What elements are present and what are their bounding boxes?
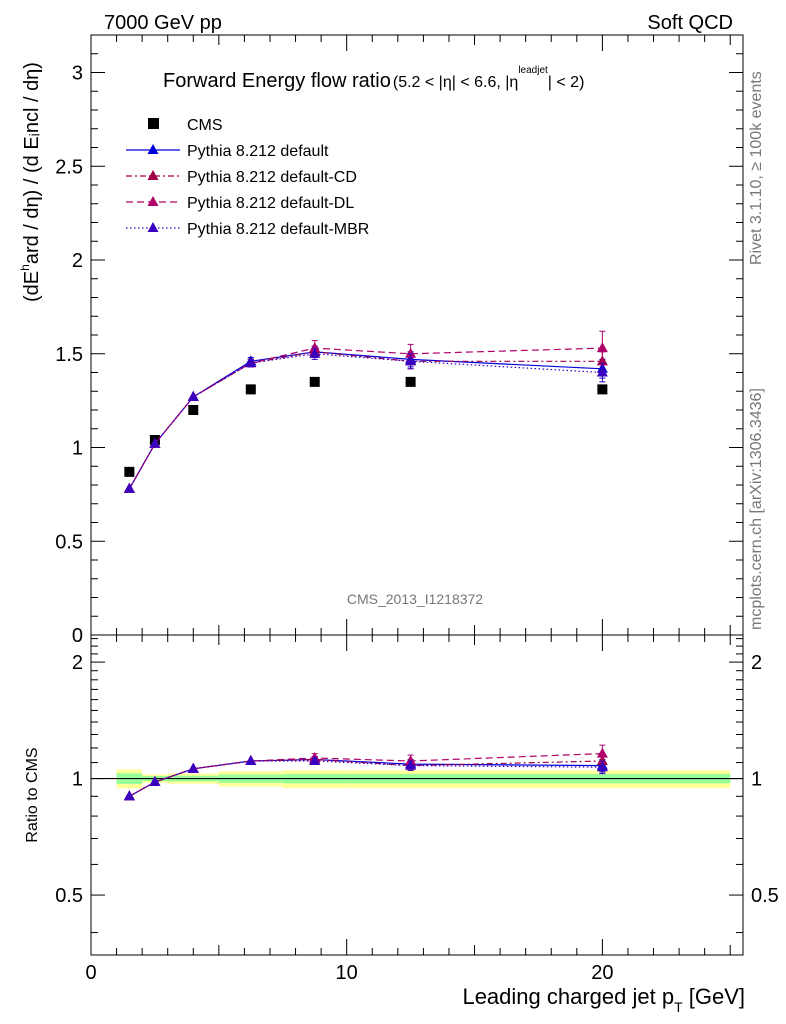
mbr-marker	[596, 366, 608, 377]
legend-label-dl: Pythia 8.212 default-DL	[187, 195, 354, 212]
bottom-xticks: 0 10 20	[85, 635, 731, 984]
dl-marker	[596, 342, 608, 353]
top-ytick-label: 2.5	[55, 156, 83, 178]
chart-title-sup: leadjet	[518, 65, 548, 76]
ratio-mbr-marker	[149, 775, 161, 786]
x-axis-label: Leading charged jet pT [GeV]	[462, 984, 745, 1015]
mbr-line	[128, 353, 603, 490]
ratio-mbr-marker	[596, 761, 608, 772]
legend-label-cd: Pythia 8.212 default-CD	[187, 169, 357, 186]
x-axis-label-sub: T	[674, 999, 683, 1015]
cms-point	[245, 384, 256, 395]
top-panel: Forward Energy flow ratio (5.2 < |η| < 6.…	[18, 34, 744, 647]
bottom-yticks: 0.5 0.5 1 1 2 2	[55, 638, 779, 934]
cms-point	[309, 376, 320, 387]
bottom-ytick-label-right: 1	[751, 769, 762, 791]
legend-label-cms: CMS	[187, 117, 223, 134]
x-axis-label-end: [GeV]	[683, 984, 745, 1009]
side-mcplots-label: mcplots.cern.ch [arXiv:1306.3436]	[748, 388, 765, 630]
mbr-marker	[309, 347, 321, 358]
dl-marker	[405, 347, 417, 358]
ratio-mbr-marker	[309, 755, 321, 766]
header-left: 7000 GeV pp	[104, 12, 222, 34]
chart-title: Forward Energy flow ratio (5.2 < |η| < 6.…	[163, 65, 584, 92]
mbr-marker	[245, 357, 257, 368]
bottom-xtick-label: 10	[336, 962, 358, 984]
chart-title-main: Forward Energy flow ratio	[163, 70, 391, 92]
legend-label-default: Pythia 8.212 default	[187, 143, 329, 160]
chart-title-end: | < 2)	[548, 74, 585, 91]
top-ytick-label: 1.5	[55, 344, 83, 366]
dl-marker	[309, 342, 321, 353]
ratio-mbr-marker	[405, 759, 417, 770]
legend-cms-marker	[148, 118, 159, 129]
mbr-marker	[123, 482, 135, 493]
header-right: Soft QCD	[647, 12, 733, 34]
top-ytick-label: 1	[72, 438, 83, 460]
top-ytick-label: 0.5	[55, 531, 83, 553]
chart-title-sub: (5.2 < |η| < 6.6, |η	[393, 74, 518, 91]
bottom-ytick-label: 0.5	[55, 885, 83, 907]
bottom-series	[123, 744, 608, 801]
dl-line	[128, 347, 603, 490]
mbr-marker	[405, 355, 417, 366]
mbr-marker	[149, 437, 161, 448]
cms-point	[597, 384, 608, 395]
watermark-label: CMS_2013_I1218372	[347, 591, 483, 607]
bottom-frame	[90, 634, 744, 956]
ratio-mbr-marker	[245, 755, 257, 766]
legend: CMS Pythia 8.212 default Pythia 8.212 defa…	[126, 117, 369, 238]
mbr-marker	[187, 390, 199, 401]
top-ytick-label: 2	[72, 250, 83, 272]
cd-line	[128, 351, 603, 490]
cms-point	[188, 405, 199, 415]
side-rivet-label: Rivet 3.1.10, ≥ 100k events	[748, 71, 765, 265]
top-xticks	[90, 35, 731, 635]
legend-label-mbr: Pythia 8.212 default-MBR	[187, 221, 369, 238]
bottom-ytick-label-right: 2	[751, 652, 762, 674]
bottom-xtick-label: 0	[85, 962, 96, 984]
top-ytick-label: 3	[72, 63, 83, 85]
bottom-xtick-label: 20	[591, 962, 613, 984]
bottom-ylabel: Ratio to CMS	[24, 747, 41, 842]
top-ytick-label: 0	[72, 625, 83, 647]
x-axis-label-main: Leading charged jet p	[462, 984, 674, 1009]
ratio-dl-marker	[596, 747, 608, 758]
cms-point	[124, 466, 135, 477]
top-yticks: 0 0.5 1 1.5 2 2.5 3	[55, 53, 743, 647]
top-ylabel: (dEhard / dη) / (d Eᵢncl / dη)	[18, 62, 43, 302]
legend-mbr-marker	[147, 222, 159, 232]
legend-dl-marker	[147, 196, 159, 206]
ratio-mbr-marker	[123, 790, 135, 801]
top-series	[123, 330, 608, 493]
bottom-ytick-label: 2	[72, 652, 83, 674]
bottom-ytick-label: 1	[72, 769, 83, 791]
ratio-mbr-marker	[187, 762, 199, 773]
legend-default-marker	[147, 144, 159, 154]
bottom-ytick-label-right: 0.5	[751, 885, 779, 907]
cms-point	[405, 376, 416, 387]
default-line	[128, 351, 603, 490]
legend-cd-marker	[147, 170, 159, 180]
bottom-panel: Ratio to CMS 0.5 0.5 1 1 2 2 0 10 20 Leading ch…	[24, 634, 779, 1015]
